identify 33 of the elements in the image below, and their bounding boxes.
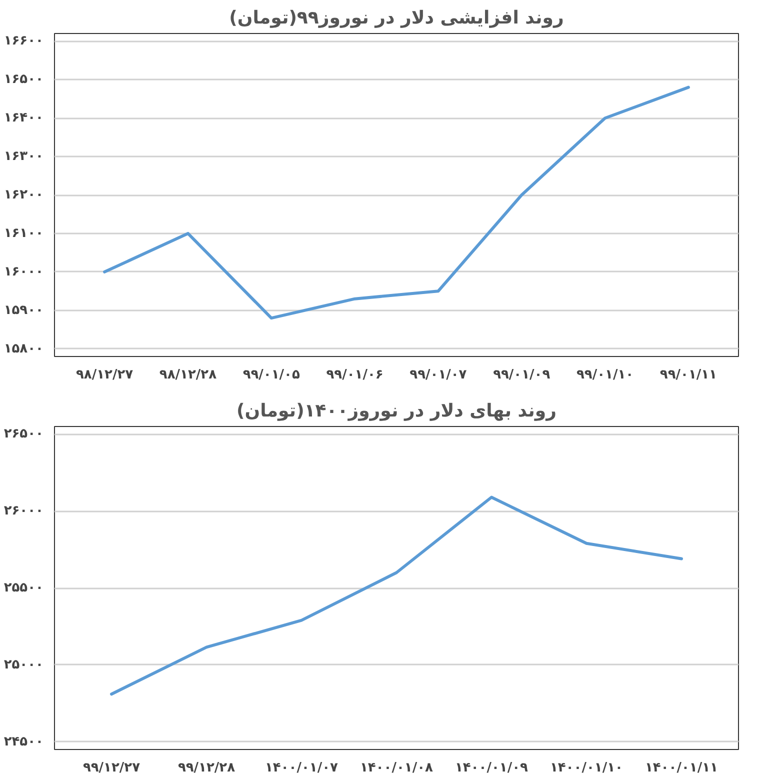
x-tick-label: ۱۴۰۰/۰۱/۰۸ xyxy=(360,760,434,776)
x-tick-label: ۱۴۰۰/۰۱/۰۹ xyxy=(455,760,528,776)
y-tick-label: ۲۴۵۰۰ xyxy=(4,734,44,750)
y-tick-label: ۲۵۰۰۰ xyxy=(4,657,44,672)
y-tick-label: ۲۵۵۰۰ xyxy=(4,580,44,596)
y-tick-label: ۱۶۱۰۰ xyxy=(4,226,44,241)
x-tick-label: ۹۸/۱۲/۲۸ xyxy=(159,368,217,382)
x-tick-label: ۱۴۰۰/۰۱/۱۱ xyxy=(645,760,718,776)
x-tick-label: ۹۹/۰۱/۰۹ xyxy=(493,368,550,382)
x-tick-label: ۹۹/۰۱/۱۱ xyxy=(660,368,718,382)
line-series xyxy=(103,86,690,320)
chart-title: روند بهای دلار در نوروز۱۴۰۰(تومان) xyxy=(236,400,556,422)
y-tick-label: ۱۶۲۰۰ xyxy=(4,188,44,202)
y-tick-label: ۲۶۰۰۰ xyxy=(4,504,44,519)
y-tick-label: ۱۶۳۰۰ xyxy=(4,149,44,164)
x-tick-label: ۹۹/۰۱/۱۰ xyxy=(576,368,634,382)
y-tick-label: ۱۶۵۰۰ xyxy=(4,72,44,88)
y-tick-label: ۱۵۸۰۰ xyxy=(4,341,44,356)
x-tick-label: ۹۸/۱۲/۲۷ xyxy=(76,368,134,382)
line-series xyxy=(110,496,683,696)
x-tick-label: ۹۹/۱۲/۲۷ xyxy=(82,760,140,776)
x-tick-label: ۱۴۰۰/۰۱/۰۷ xyxy=(265,760,338,776)
y-tick-label: ۱۶۶۰۰ xyxy=(4,34,44,49)
chart-title: روند افزایشی دلار در نوروز۹۹(تومان) xyxy=(229,8,564,28)
y-tick-label: ۱۵۹۰۰ xyxy=(4,302,44,318)
x-tick-label: ۹۹/۱۲/۲۸ xyxy=(178,760,236,776)
y-tick-label: ۱۶۴۰۰ xyxy=(4,110,44,126)
x-tick-label: ۹۹/۰۱/۰۷ xyxy=(410,368,467,382)
x-tick-label: ۹۹/۰۱/۰۶ xyxy=(326,368,384,382)
y-tick-label: ۲۶۵۰۰ xyxy=(4,426,44,442)
y-tick-label: ۱۶۰۰۰ xyxy=(4,264,44,280)
x-tick-label: ۹۹/۰۱/۰۵ xyxy=(242,368,300,382)
x-tick-label: ۱۴۰۰/۰۱/۱۰ xyxy=(550,760,623,776)
